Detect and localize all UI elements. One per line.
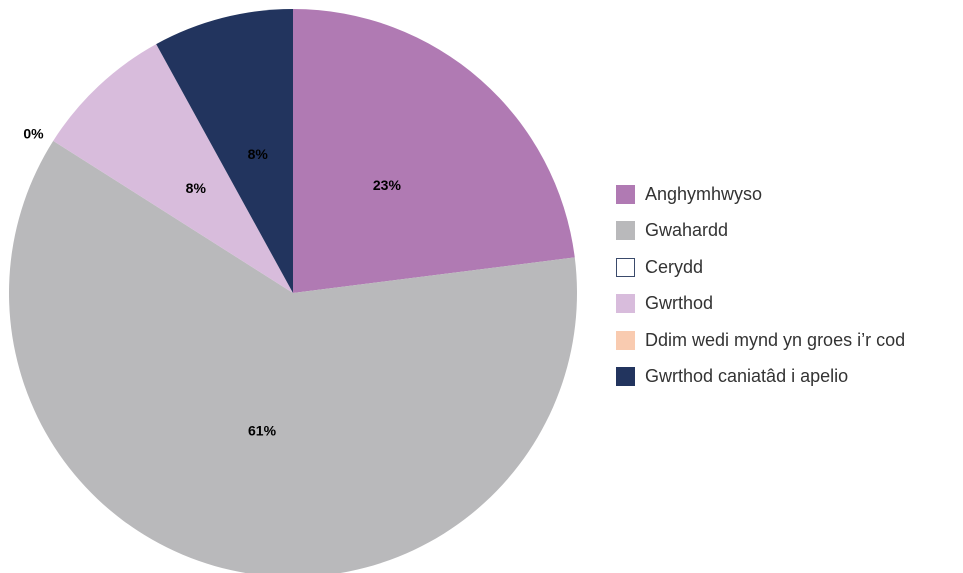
slice-label-gwrthod: 8% bbox=[186, 180, 207, 196]
slice-labels: 23% 61% 0% 8% 8% bbox=[23, 125, 401, 438]
legend-swatch bbox=[616, 221, 635, 241]
slice-gwrthod-caniat-d-i-apelio bbox=[156, 9, 293, 293]
slice-label-gwahardd: 61% bbox=[248, 422, 277, 438]
legend-item-gwrthod-caniat-d-i-apelio: Gwrthod caniatâd i apelio bbox=[616, 359, 905, 396]
legend-swatch bbox=[616, 184, 635, 204]
legend-label: Anghymhwyso bbox=[645, 183, 763, 204]
pie-slices bbox=[9, 9, 577, 573]
legend-swatch bbox=[616, 294, 635, 314]
slice-gwrthod bbox=[53, 44, 293, 293]
legend-item-ddim-wedi-mynd-yn-groes-i-r-cod: Ddim wedi mynd yn groes i’r cod bbox=[616, 322, 905, 359]
legend-label: Ddim wedi mynd yn groes i’r cod bbox=[645, 329, 906, 350]
legend-swatch bbox=[616, 367, 635, 387]
legend-item-cerydd: Cerydd bbox=[616, 249, 905, 286]
legend-label: Gwahardd bbox=[645, 220, 729, 241]
legend-label: Cerydd bbox=[645, 256, 704, 277]
legend-item-gwahardd: Gwahardd bbox=[616, 213, 905, 250]
legend-swatch bbox=[616, 330, 635, 350]
slice-label-gwrthod-caniat-d-i-apelio: 8% bbox=[248, 146, 269, 162]
legend-label: Gwrthod bbox=[645, 293, 714, 314]
legend-item-anghymhwyso: Anghymhwyso bbox=[616, 176, 905, 213]
legend-swatch bbox=[616, 257, 635, 277]
legend: Anghymhwyso Gwahardd Cerydd Gwrthod Ddim wed… bbox=[616, 176, 905, 395]
legend-label: Gwrthod caniatâd i apelio bbox=[645, 366, 849, 387]
slice-label-anghymhwyso: 23% bbox=[373, 177, 402, 193]
slice-label-ddim-wedi-mynd-yn-groes-i-r-cod: 0% bbox=[23, 125, 44, 141]
slice-anghymhwyso bbox=[293, 9, 575, 293]
slice-gwahardd bbox=[9, 140, 577, 573]
legend-item-gwrthod: Gwrthod bbox=[616, 286, 905, 323]
